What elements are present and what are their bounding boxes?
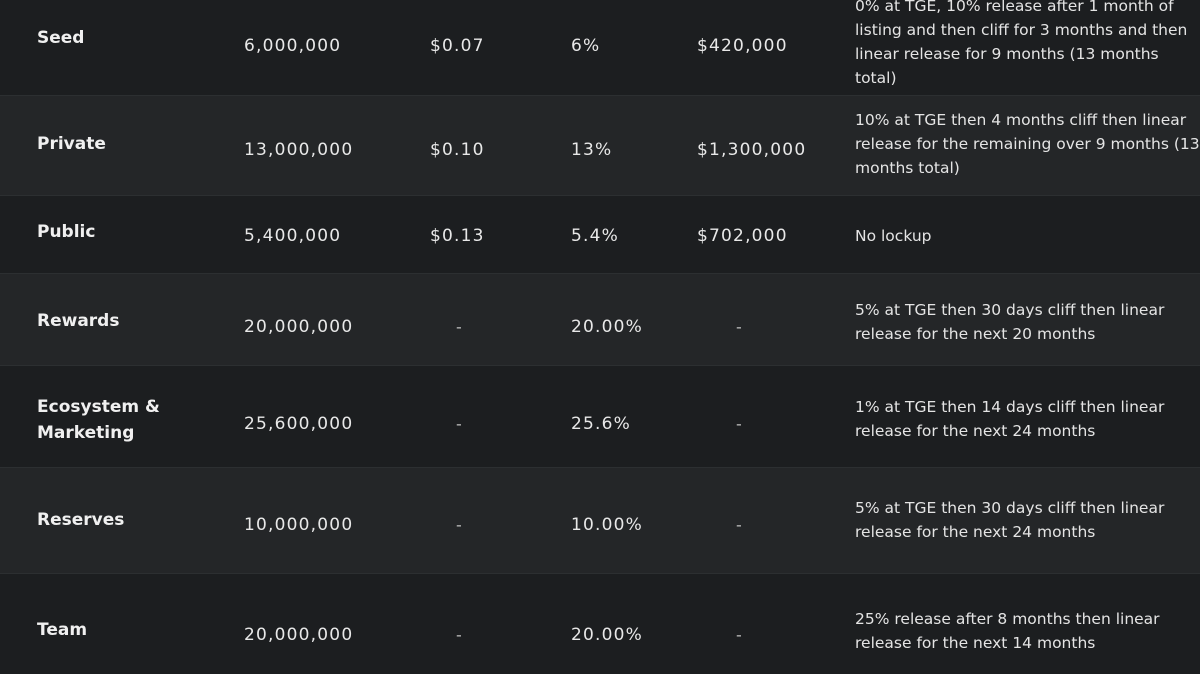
allocation-percent: 25.6% [571,414,632,434]
row-divider [0,365,1200,366]
allocation-percent: 20.00% [571,625,644,645]
allocation-name: Seed [37,28,85,48]
raise-amount: $1,300,000 [697,140,807,160]
allocation-name: Private [37,134,106,154]
token-price: - [456,515,463,535]
raise-amount: - [736,414,743,434]
raise-amount: - [736,317,743,337]
row-divider [0,95,1200,96]
token-supply: 25,600,000 [244,414,354,434]
allocation-percent: 6% [571,36,601,56]
token-price: $0.07 [430,36,485,56]
row-divider [0,195,1200,196]
row-divider [0,273,1200,274]
raise-amount: $420,000 [697,36,788,56]
table-row: Ecosystem & Marketing 25,600,000 - 25.6%… [0,366,1200,468]
raise-amount: $702,000 [697,226,788,246]
vesting-schedule: 10% at TGE then 4 months cliff then line… [855,111,1200,177]
table-row: Public 5,400,000 $0.13 5.4% $702,000 No … [0,196,1200,274]
allocation-name: Public [37,222,96,242]
allocation-percent: 13% [571,140,613,160]
table-row: Seed 6,000,000 $0.07 6% $420,000 0% at T… [0,0,1200,96]
vesting-schedule: 1% at TGE then 14 days cliff then linear… [855,398,1165,440]
token-price: $0.10 [430,140,485,160]
token-supply: 20,000,000 [244,317,354,337]
vesting-schedule: 5% at TGE then 30 days cliff then linear… [855,499,1165,541]
allocation-percent: 10.00% [571,515,644,535]
token-supply: 5,400,000 [244,226,342,246]
token-price: - [456,625,463,645]
allocation-name: Team [37,620,88,640]
allocation-percent: 5.4% [571,226,619,246]
vesting-schedule: 25% release after 8 months then linear r… [855,610,1160,652]
token-supply: 6,000,000 [244,36,342,56]
table-row: Rewards 20,000,000 - 20.00% - 5% at TGE … [0,274,1200,366]
row-divider [0,573,1200,574]
vesting-schedule: 0% at TGE, 10% release after 1 month of … [855,0,1188,87]
raise-amount: - [736,625,743,645]
token-price: - [456,317,463,337]
vesting-schedule: No lockup [855,227,932,245]
token-supply: 20,000,000 [244,625,354,645]
table-row: Private 13,000,000 $0.10 13% $1,300,000 … [0,96,1200,196]
token-supply: 10,000,000 [244,515,354,535]
allocation-name: Rewards [37,311,120,331]
raise-amount: - [736,515,743,535]
allocation-percent: 20.00% [571,317,644,337]
vesting-schedule: 5% at TGE then 30 days cliff then linear… [855,301,1165,343]
table-row: Reserves 10,000,000 - 10.00% - 5% at TGE… [0,468,1200,574]
table-row: Team 20,000,000 - 20.00% - 25% release a… [0,574,1200,674]
token-price: - [456,414,463,434]
token-price: $0.13 [430,226,485,246]
allocation-name: Ecosystem & Marketing [37,397,160,443]
allocation-name: Reserves [37,510,125,530]
token-supply: 13,000,000 [244,140,354,160]
row-divider [0,467,1200,468]
